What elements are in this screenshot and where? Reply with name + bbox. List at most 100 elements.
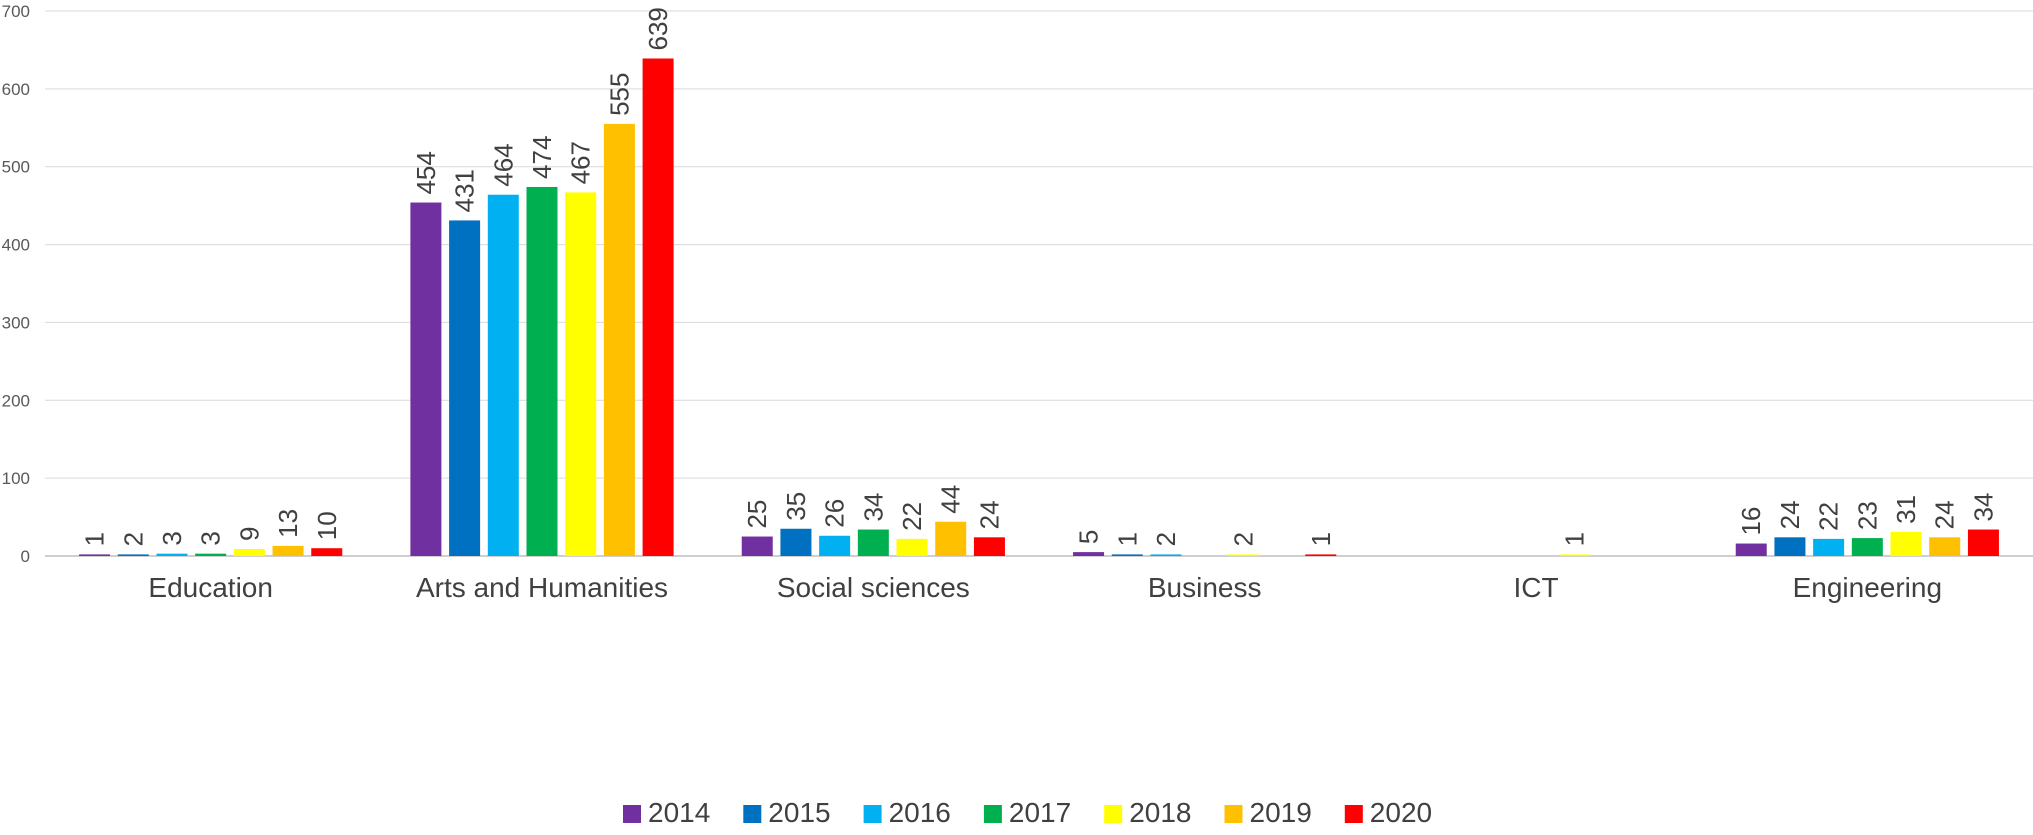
data-label: 26	[820, 499, 850, 528]
legend: 2014 2015 2016 2017 2018 2019 2020	[623, 797, 1432, 828]
data-label: 2	[1228, 532, 1258, 546]
data-label: 10	[312, 511, 342, 540]
bar	[526, 186, 558, 556]
legend-swatch	[863, 805, 882, 823]
data-label: 24	[1775, 500, 1805, 529]
bar	[603, 123, 635, 557]
bar	[449, 220, 481, 556]
bar	[973, 537, 1005, 556]
legend-label: 2018	[1129, 797, 1191, 828]
bar	[1774, 537, 1806, 556]
legend-swatch	[1344, 805, 1363, 823]
data-label: 467	[566, 141, 596, 184]
data-label: 1	[80, 532, 110, 546]
x-tick-label: Engineering	[1793, 572, 1942, 603]
x-tick-label: Business	[1148, 572, 1262, 603]
legend-swatch	[1104, 805, 1123, 823]
data-label: 22	[897, 502, 927, 531]
y-tick-label: 0	[21, 547, 30, 566]
data-label: 35	[781, 492, 811, 521]
bar	[896, 538, 928, 556]
x-axis-ticks: Education Arts and Humanities Social scien…	[148, 572, 1942, 603]
legend-label: 2014	[648, 797, 710, 828]
legend-label: 2016	[889, 797, 951, 828]
data-label: 5	[1074, 530, 1104, 544]
data-label: 22	[1814, 502, 1844, 531]
bar	[741, 536, 773, 556]
data-label: 1	[1560, 532, 1590, 546]
data-label: 9	[234, 527, 264, 541]
data-label: 464	[488, 143, 518, 186]
legend-swatch	[1224, 805, 1243, 823]
legend-label: 2015	[768, 797, 830, 828]
bar	[117, 554, 149, 556]
x-tick-label: ICT	[1513, 572, 1558, 603]
bar	[410, 202, 442, 556]
data-label: 31	[1891, 495, 1921, 524]
bar	[1073, 552, 1105, 556]
y-tick-label: 500	[2, 158, 30, 177]
gridlines	[45, 10, 2033, 557]
x-tick-label: Education	[148, 572, 273, 603]
bar	[819, 535, 851, 556]
bar	[487, 194, 519, 556]
bar	[780, 528, 812, 556]
y-tick-label: 600	[2, 80, 30, 99]
bar	[1890, 531, 1922, 556]
x-tick-label: Arts and Humanities	[416, 572, 668, 603]
bar	[79, 554, 111, 556]
x-tick-label: Social sciences	[777, 572, 970, 603]
data-label: 3	[196, 531, 226, 545]
bar	[935, 521, 967, 556]
bar	[1813, 538, 1845, 556]
legend-label: 2020	[1370, 797, 1432, 828]
bar	[1967, 529, 1999, 556]
y-axis-ticks: 0 100 200 300 400 500 600 700	[2, 2, 30, 566]
data-label: 1	[1112, 532, 1142, 546]
bar	[156, 553, 188, 556]
bar	[1305, 554, 1337, 556]
data-label: 13	[273, 509, 303, 538]
bar	[1227, 554, 1259, 556]
bar	[311, 548, 343, 556]
bar	[1851, 538, 1883, 556]
data-label: 16	[1736, 507, 1766, 536]
bars	[79, 58, 1999, 557]
legend-label: 2017	[1009, 797, 1071, 828]
data-label: 24	[974, 500, 1004, 529]
bar	[857, 529, 889, 556]
legend-swatch	[983, 805, 1002, 823]
y-tick-label: 300	[2, 313, 30, 332]
data-label: 2	[1151, 532, 1181, 546]
bar	[1929, 537, 1961, 556]
data-label: 34	[858, 493, 888, 522]
bar	[272, 545, 304, 556]
bar	[1559, 554, 1591, 556]
legend-swatch	[623, 805, 641, 823]
data-label: 25	[742, 500, 772, 529]
data-label: 454	[411, 151, 441, 194]
bar	[565, 192, 597, 556]
data-label: 555	[604, 73, 634, 116]
data-label: 2	[118, 532, 148, 546]
data-label: 1	[1306, 532, 1336, 546]
data-label: 44	[936, 485, 966, 514]
data-label: 23	[1852, 501, 1882, 530]
data-label: 639	[643, 7, 673, 50]
data-label: 474	[527, 136, 557, 179]
bar	[195, 553, 227, 556]
legend-label: 2019	[1250, 797, 1312, 828]
data-label: 431	[450, 169, 480, 212]
bar	[1735, 543, 1767, 556]
bar	[1111, 554, 1143, 556]
data-label: 24	[1930, 500, 1960, 529]
bar	[233, 548, 265, 556]
data-label: 3	[157, 531, 187, 545]
legend-swatch	[743, 805, 762, 823]
bar	[1150, 554, 1182, 556]
y-tick-label: 400	[2, 236, 30, 255]
y-tick-label: 700	[2, 2, 30, 21]
